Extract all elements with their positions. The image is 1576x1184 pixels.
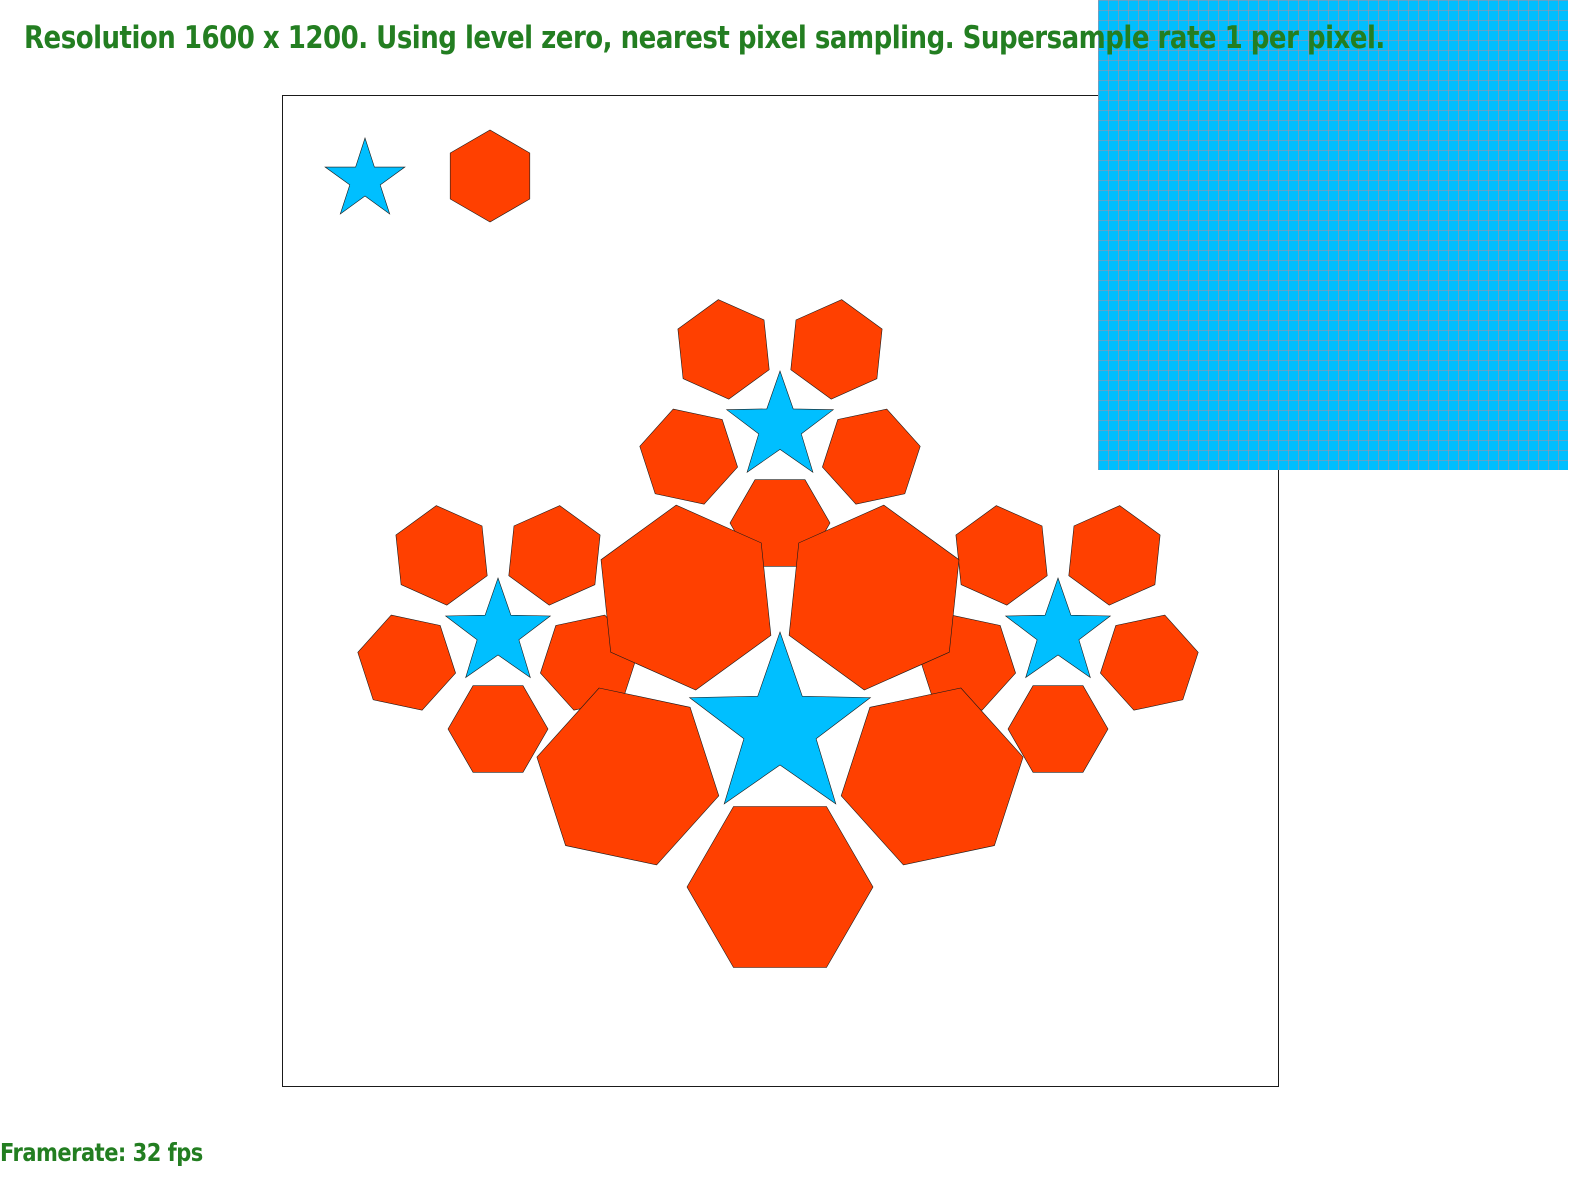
render-status-text: Resolution 1600 x 1200. Using level zero…: [24, 20, 1385, 56]
hexagon-shape: [955, 505, 1048, 606]
hexagon-shape: [790, 299, 883, 400]
pixel-zoom-inspector[interactable]: [1098, 0, 1568, 470]
zoom-pixel-grid: [1098, 0, 1568, 470]
star-shape: [1004, 577, 1112, 679]
hexagon-shape: [677, 299, 770, 400]
hexagon-shape: [788, 504, 960, 691]
hexagon-shape: [639, 408, 738, 505]
star-shape: [324, 137, 406, 215]
svg-frame-border: [282, 95, 1279, 1087]
hexagon-shape: [508, 505, 601, 606]
hexagon-shape: [1100, 614, 1199, 711]
hexagon-shape: [449, 129, 531, 223]
hexagon-shape: [536, 687, 720, 866]
hexagon-shape: [357, 614, 456, 711]
zoom-background: [1098, 0, 1568, 470]
hexagon-shape: [1007, 685, 1109, 773]
hexagon-shape: [447, 685, 549, 773]
star-shape: [444, 577, 552, 679]
hexagon-shape: [840, 687, 1024, 866]
star-shape: [688, 631, 872, 805]
hexagon-shape: [1068, 505, 1161, 606]
hexagon-shape: [600, 504, 772, 691]
shapes-layer: [324, 129, 1199, 968]
hexagon-shape: [395, 505, 488, 606]
hexagon-shape: [822, 408, 921, 505]
hexagon-shape: [686, 806, 874, 968]
framerate-readout: Framerate: 32 fps: [0, 1138, 203, 1167]
star-shape: [725, 370, 835, 474]
